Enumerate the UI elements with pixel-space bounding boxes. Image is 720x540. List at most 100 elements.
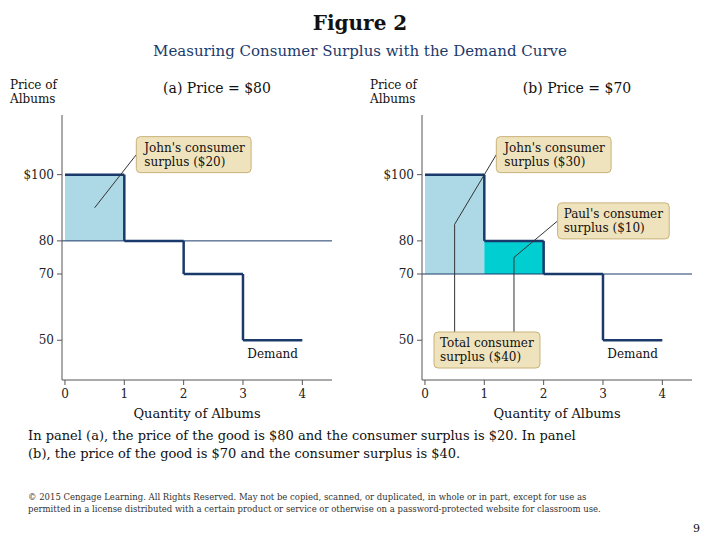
demand-step xyxy=(184,273,243,276)
annotation-text: Paul's consumersurplus ($10) xyxy=(564,207,664,235)
x-tick-label: 0 xyxy=(61,387,69,401)
caption: In panel (a), the price of the good is $… xyxy=(28,428,576,443)
text-line: Price of xyxy=(10,78,59,92)
demand-step xyxy=(65,173,124,176)
x-tick xyxy=(543,380,544,385)
y-tick xyxy=(57,240,62,241)
y-axis-label: Price ofAlbums xyxy=(9,78,59,106)
text-line: John's consumer xyxy=(142,141,245,155)
annotation-box xyxy=(136,137,251,173)
annotation: John's consumersurplus ($30) xyxy=(496,137,611,173)
y-tick xyxy=(417,240,422,241)
y-tick-label: 80 xyxy=(399,234,414,248)
axes: 0 1 2 3 4 50 70 80 $100 xyxy=(23,115,332,401)
demand-step xyxy=(544,273,603,276)
x-tick xyxy=(302,380,303,385)
y-tick-label: $100 xyxy=(383,168,414,182)
footer: permitted in a license distributed with … xyxy=(28,504,601,514)
panel: Demand01234507080$100Quantity of AlbumsP… xyxy=(9,78,332,421)
y-tick-label: 80 xyxy=(39,234,54,248)
y-tick-label: 70 xyxy=(39,267,54,281)
x-tick-label: 1 xyxy=(480,387,488,401)
demand-riser xyxy=(242,274,245,340)
x-axis-line xyxy=(422,380,692,381)
price-line xyxy=(422,274,692,275)
panel: Demand 0 1 2 3 4 50 70 80 $100 Quantity of Albums P… xyxy=(369,78,692,421)
text-line: surplus ($30) xyxy=(504,155,585,169)
leader-line xyxy=(514,221,558,258)
y-tick-label: 70 xyxy=(399,267,414,281)
x-tick xyxy=(183,380,184,385)
leader-line xyxy=(455,155,497,225)
demand-riser xyxy=(123,175,126,241)
caption: (b), the price of the good is $70 and th… xyxy=(28,446,460,461)
text-line: surplus ($10) xyxy=(564,221,645,235)
series-label: Demand xyxy=(607,347,658,361)
y-tick xyxy=(57,174,62,175)
figure: Figure 2 Measuring Consumer Surplus with … xyxy=(0,0,720,540)
footer: © 2015 Cengage Learning. All Rights Rese… xyxy=(28,492,586,502)
x-tick-label: 2 xyxy=(180,387,188,401)
annotations: John's consumersurplus ($30) Paul's consu… xyxy=(434,137,669,368)
y-tick xyxy=(417,174,422,175)
annotation: Total consumersurplus ($40) xyxy=(434,332,540,368)
y-tick-label: 50 xyxy=(39,333,54,347)
text-line: Total consumer xyxy=(440,336,534,350)
figure-subtitle: Measuring Consumer Surplus with the Dema… xyxy=(153,42,567,60)
x-tick xyxy=(124,380,125,385)
demand-riser xyxy=(542,241,545,274)
x-tick xyxy=(484,380,485,385)
y-tick xyxy=(417,340,422,341)
x-axis-line xyxy=(62,380,332,381)
leader-line xyxy=(513,257,514,332)
demand-riser xyxy=(182,241,185,274)
annotation-text: Total consumersurplus ($40) xyxy=(440,336,534,364)
figure-title: Figure 2 xyxy=(313,11,407,35)
x-tick-label: 1 xyxy=(120,387,128,401)
annotation-text: John's consumersurplus ($30) xyxy=(502,141,605,169)
demand-riser xyxy=(483,175,486,241)
y-tick xyxy=(57,274,62,275)
x-tick xyxy=(424,380,425,385)
text-line: Paul's consumer xyxy=(564,207,664,221)
x-tick xyxy=(64,380,65,385)
annotation: John's consumersurplus ($20) xyxy=(136,137,251,173)
annotation: Paul's consumersurplus ($10) xyxy=(558,203,670,239)
demand-step xyxy=(124,240,183,243)
demand-step xyxy=(425,173,484,176)
x-tick-label: 4 xyxy=(659,387,667,401)
x-tick xyxy=(242,380,243,385)
x-tick-label: 2 xyxy=(540,387,548,401)
leader-lines xyxy=(455,155,558,332)
text-line: Price of xyxy=(370,78,419,92)
leader-line xyxy=(454,224,455,332)
text-line: Albums xyxy=(9,92,55,106)
x-axis-label: Quantity of Albums xyxy=(493,406,620,421)
text-line: Albums xyxy=(369,92,415,106)
demand-riser xyxy=(602,274,605,340)
y-tick-label: $100 xyxy=(23,168,54,182)
demand-step xyxy=(243,339,302,342)
y-tick xyxy=(417,274,422,275)
leader-lines xyxy=(95,155,137,208)
annotation-text: John's consumersurplus ($20) xyxy=(142,141,245,169)
text-line: surplus ($40) xyxy=(440,350,521,364)
page-number: 9 xyxy=(693,522,700,535)
x-tick-label: 3 xyxy=(599,387,607,401)
y-tick-label: 50 xyxy=(399,333,414,347)
plot-area xyxy=(422,175,692,341)
panel-title: (a) Price = $80 xyxy=(163,80,271,96)
annotation-box xyxy=(496,137,611,173)
x-tick-label: 0 xyxy=(421,387,429,401)
x-tick xyxy=(662,380,663,385)
plot-area xyxy=(62,175,332,341)
y-axis-label: Price ofAlbums xyxy=(369,78,419,106)
x-tick-label: 3 xyxy=(239,387,247,401)
annotation-box xyxy=(434,332,540,368)
x-tick-label: 4 xyxy=(299,387,307,401)
text-line: John's consumer xyxy=(502,141,605,155)
annotations: John's consumersurplus ($20) xyxy=(136,137,251,173)
price-line xyxy=(62,240,332,241)
y-tick xyxy=(57,340,62,341)
x-tick xyxy=(602,380,603,385)
